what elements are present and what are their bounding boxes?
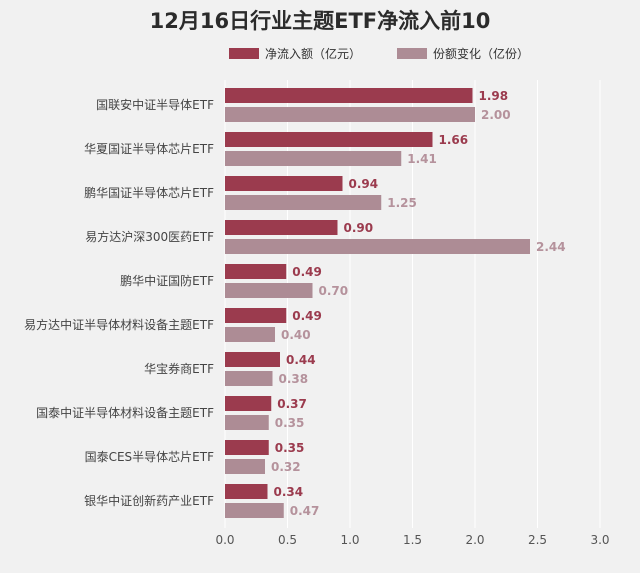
chart-title: 12月16日行业主题ETF净流入前10	[150, 9, 491, 33]
bar-share-change	[225, 283, 313, 298]
x-tick-label: 1.5	[403, 533, 422, 547]
category-label: 银华中证创新药产业ETF	[84, 493, 214, 508]
category-label: 易方达沪深300医药ETF	[85, 229, 214, 244]
data-label-share-change: 0.40	[281, 328, 311, 342]
bar-share-change	[225, 371, 273, 386]
x-tick-label: 2.5	[528, 533, 547, 547]
category-label: 国联安中证半导体ETF	[96, 97, 214, 112]
x-axis-ticks: 0.0 0.5 1.0 1.5 2.0 2.5 3.0	[215, 533, 609, 547]
data-label-net-inflow: 0.35	[275, 441, 305, 455]
data-label-share-change: 1.41	[407, 152, 437, 166]
category-labels: 国联安中证半导体ETF 华夏国证半导体芯片ETF 鹏华国证半导体芯片ETF 易方达沪深…	[24, 97, 214, 508]
bar-net-inflow	[225, 440, 269, 455]
x-tick-label: 1.0	[340, 533, 359, 547]
bar-share-change	[225, 107, 475, 122]
bar-share-change	[225, 195, 382, 210]
legend-label-net-inflow: 净流入额（亿元）	[265, 46, 361, 61]
category-label: 鹏华中证国防ETF	[120, 273, 214, 288]
x-tick-label: 0.0	[215, 533, 234, 547]
bar-share-change	[225, 459, 265, 474]
data-label-net-inflow: 0.90	[344, 221, 374, 235]
category-label: 易方达中证半导体材料设备主题ETF	[24, 317, 214, 332]
legend-label-share-change: 份额变化（亿份）	[433, 46, 529, 61]
data-label-net-inflow: 0.37	[277, 397, 307, 411]
category-label: 国泰中证半导体材料设备主题ETF	[36, 405, 214, 420]
x-tick-label: 2.0	[465, 533, 484, 547]
data-label-share-change: 0.32	[271, 460, 301, 474]
legend: 净流入额（亿元） 份额变化（亿份）	[229, 46, 529, 61]
bars-layer: 1.98 2.00 1.661.41 0.94 1.25 0.90 2.44 0.49 0.70…	[225, 88, 566, 518]
bar-net-inflow	[225, 308, 287, 323]
data-label-share-change: 0.38	[279, 372, 309, 386]
bar-share-change	[225, 151, 402, 166]
category-label: 华宝券商ETF	[144, 361, 214, 376]
data-label-net-inflow: 0.34	[274, 485, 304, 499]
bar-net-inflow	[225, 484, 268, 499]
category-label: 鹏华国证半导体芯片ETF	[84, 186, 214, 200]
data-label-share-change: 0.70	[319, 284, 349, 298]
bar-share-change	[225, 503, 284, 518]
bar-share-change	[225, 239, 530, 254]
bar-net-inflow	[225, 176, 343, 191]
bar-net-inflow	[225, 88, 473, 103]
bar-net-inflow	[225, 396, 272, 411]
data-label-net-inflow: 0.49	[292, 265, 322, 279]
data-label-net-inflow: 1.66	[439, 133, 469, 147]
bar-share-change	[225, 415, 269, 430]
category-label: 华夏国证半导体芯片ETF	[84, 142, 214, 156]
data-label-net-inflow: 0.94	[349, 177, 379, 191]
data-label-net-inflow: 0.49	[292, 309, 322, 323]
bar-net-inflow	[225, 264, 287, 279]
data-label-net-inflow: 1.98	[479, 89, 509, 103]
category-label: 国泰CES半导体芯片ETF	[85, 450, 214, 464]
data-label-share-change: 1.25	[387, 196, 417, 210]
bar-share-change	[225, 327, 275, 342]
bar-net-inflow	[225, 352, 280, 367]
bar-net-inflow	[225, 220, 338, 235]
data-label-share-change: 0.35	[275, 416, 305, 430]
data-label-share-change: 2.44	[536, 240, 566, 254]
legend-swatch-net-inflow	[229, 48, 259, 59]
x-tick-label: 0.5	[278, 533, 297, 547]
data-label-share-change: 0.47	[290, 504, 320, 518]
bar-net-inflow	[225, 132, 433, 147]
legend-swatch-share-change	[397, 48, 427, 59]
x-tick-label: 3.0	[590, 533, 609, 547]
data-label-net-inflow: 0.44	[286, 353, 316, 367]
data-label-share-change: 2.00	[481, 108, 511, 122]
